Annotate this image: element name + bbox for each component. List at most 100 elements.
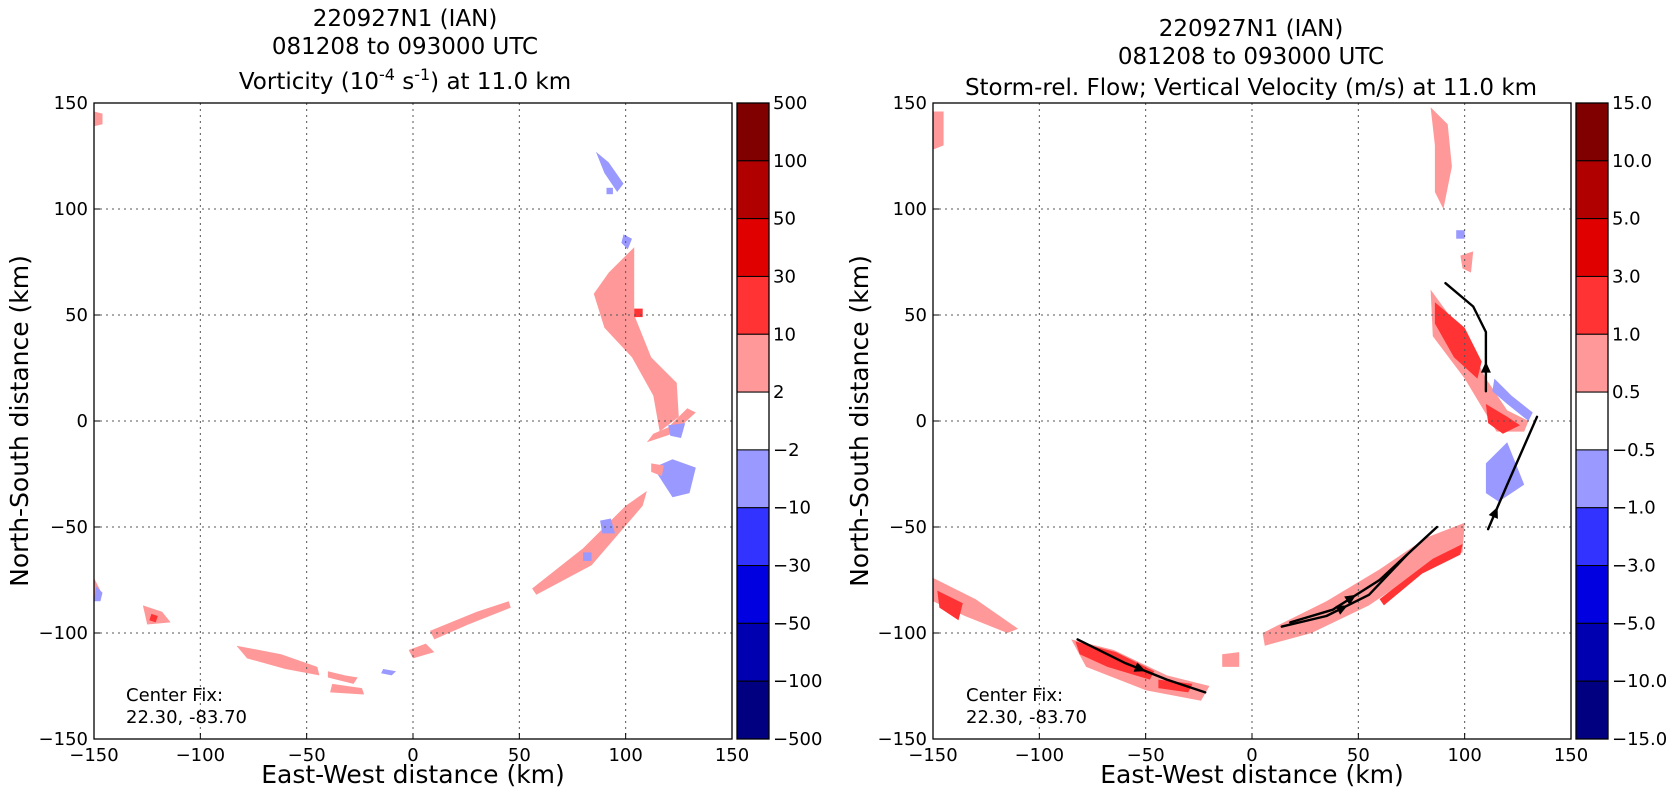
colorbar-label-3: 30 (773, 266, 796, 287)
colorbar-label-11: −500 (773, 729, 822, 750)
colorbar-label-4: 1.0 (1612, 324, 1641, 345)
x-tick-label-6: 150 (715, 745, 749, 766)
vorticity-field (94, 112, 696, 695)
panel2-y-ticks: −150 −100 −50 0 50 100 150 (878, 93, 939, 750)
field-region-10 (430, 601, 511, 639)
streamline-arrow-4 (1481, 362, 1491, 373)
colorbar-label-6: −0.5 (1612, 440, 1656, 461)
x-tick-label-6: 150 (1554, 745, 1588, 766)
colorbar-segment-10 (1576, 681, 1608, 739)
panel2-title-line3: Storm-rel. Flow; Vertical Velocity (m/s)… (965, 75, 1537, 101)
colorbar-label-11: −15.0 (1612, 729, 1667, 750)
colorbar-label-1: 100 (773, 151, 807, 172)
field-region-19 (634, 309, 643, 318)
field-region-6 (328, 671, 358, 684)
panel2-x-axis-label: East-West distance (km) (1100, 760, 1404, 789)
field-region-17 (668, 423, 685, 438)
panel2-y-axis-label: North-South distance (km) (845, 255, 874, 587)
colorbar-segment-2 (737, 219, 769, 277)
panel1-x-axis-label: East-West distance (km) (261, 760, 565, 789)
colorbar-segment-5 (1576, 392, 1608, 450)
y-tick-label-0: −150 (39, 729, 88, 750)
field-region-18 (594, 247, 679, 431)
figure: 220927N1 (IAN) 081208 to 093000 UTC Vort… (0, 0, 1677, 797)
colorbar-label-3: 3.0 (1612, 266, 1641, 287)
colorbar-label-7: −1.0 (1612, 498, 1656, 519)
field-region-0 (94, 112, 103, 127)
colorbar-label-5: 0.5 (1612, 382, 1641, 403)
vertical-velocity-colorbar: 15.0 10.0 5.0 3.0 1.0 0.5 −0.5 −1.0 −3.0 −5.0 −10.… (1576, 93, 1667, 750)
colorbar-segment-0 (737, 103, 769, 161)
colorbar-segment-6 (737, 450, 769, 508)
colorbar-segment-9 (1576, 623, 1608, 681)
colorbar-label-5: 2 (773, 382, 784, 403)
colorbar-segment-8 (737, 566, 769, 624)
colorbar-label-1: 10.0 (1612, 151, 1652, 172)
field-region-20 (621, 234, 632, 249)
field-region-21 (596, 152, 624, 192)
panel1-title-line1: 220927N1 (IAN) (313, 6, 498, 32)
y-tick-label-4: 50 (904, 305, 927, 326)
vorticity-colorbar: 5001005030102−2−10−30−50−100−500 (737, 93, 822, 750)
colorbar-label-8: −30 (773, 556, 811, 577)
y-tick-label-6: 150 (54, 93, 88, 114)
y-tick-label-3: 0 (77, 411, 88, 432)
field-region-7 (330, 684, 364, 695)
colorbar-segment-4 (737, 334, 769, 392)
colorbar-label-10: −10.0 (1612, 671, 1667, 692)
y-tick-label-2: −50 (50, 517, 88, 538)
colorbar-segment-9 (737, 623, 769, 681)
colorbar-label-4: 10 (773, 324, 796, 345)
colorbar-label-8: −3.0 (1612, 556, 1656, 577)
y-tick-label-1: −100 (878, 623, 927, 644)
colorbar-segment-2 (1576, 219, 1608, 277)
panel2-center-fix-label: Center Fix: (966, 685, 1063, 706)
field-region-9 (1486, 442, 1524, 501)
colorbar-segment-5 (737, 392, 769, 450)
panel1-center-fix-value: 22.30, -83.70 (126, 707, 247, 728)
panel1-y-ticks: −150 −100 −50 0 50 100 150 (39, 93, 100, 750)
panel1-grid (94, 103, 732, 739)
y-tick-label-0: −150 (878, 729, 927, 750)
field-region-7 (1263, 523, 1465, 646)
colorbar-label-0: 500 (773, 93, 807, 114)
colorbar-segment-8 (1576, 566, 1608, 624)
panel1-title-line2: 081208 to 093000 UTC (272, 34, 538, 60)
vorticity-panel: 220927N1 (IAN) 081208 to 093000 UTC Vort… (5, 6, 822, 789)
x-tick-label-1: −100 (1015, 745, 1064, 766)
x-tick-label-5: 100 (608, 745, 642, 766)
colorbar-label-9: −5.0 (1612, 613, 1656, 634)
field-region-14 (1431, 107, 1452, 209)
y-tick-label-2: −50 (889, 517, 927, 538)
colorbar-segment-4 (1576, 334, 1608, 392)
field-region-0 (933, 112, 944, 150)
panel2-title-line2: 081208 to 093000 UTC (1118, 44, 1384, 70)
field-region-22 (607, 188, 613, 194)
field-region-6 (1222, 652, 1239, 667)
field-region-11 (532, 491, 647, 595)
y-tick-label-6: 150 (893, 93, 927, 114)
colorbar-segment-7 (1576, 508, 1608, 566)
y-tick-label-5: 100 (54, 199, 88, 220)
panel1-y-axis-label: North-South distance (km) (5, 255, 34, 587)
vertical-velocity-panel: 220927N1 (IAN) 081208 to 093000 UTC Stor… (845, 16, 1667, 789)
field-region-15 (651, 463, 664, 476)
field-region-3 (143, 605, 171, 624)
colorbar-segment-1 (1576, 161, 1608, 219)
y-tick-label-3: 0 (916, 411, 927, 432)
colorbar-label-2: 50 (773, 209, 796, 230)
colorbar-label-10: −100 (773, 671, 822, 692)
field-region-8 (381, 669, 396, 675)
field-region-16 (1456, 230, 1465, 239)
colorbar-label-9: −50 (773, 613, 811, 634)
panel2-title-line1: 220927N1 (IAN) (1159, 16, 1344, 42)
panel1-center-fix-label: Center Fix: (126, 685, 223, 706)
x-tick-label-5: 100 (1447, 745, 1481, 766)
colorbar-label-7: −10 (773, 498, 811, 519)
panel2-grid (933, 103, 1571, 739)
colorbar-segment-1 (737, 161, 769, 219)
colorbar-segment-7 (737, 508, 769, 566)
vertical-velocity-field (933, 107, 1533, 701)
panel2-center-fix-value: 22.30, -83.70 (966, 707, 1087, 728)
y-tick-label-1: −100 (39, 623, 88, 644)
